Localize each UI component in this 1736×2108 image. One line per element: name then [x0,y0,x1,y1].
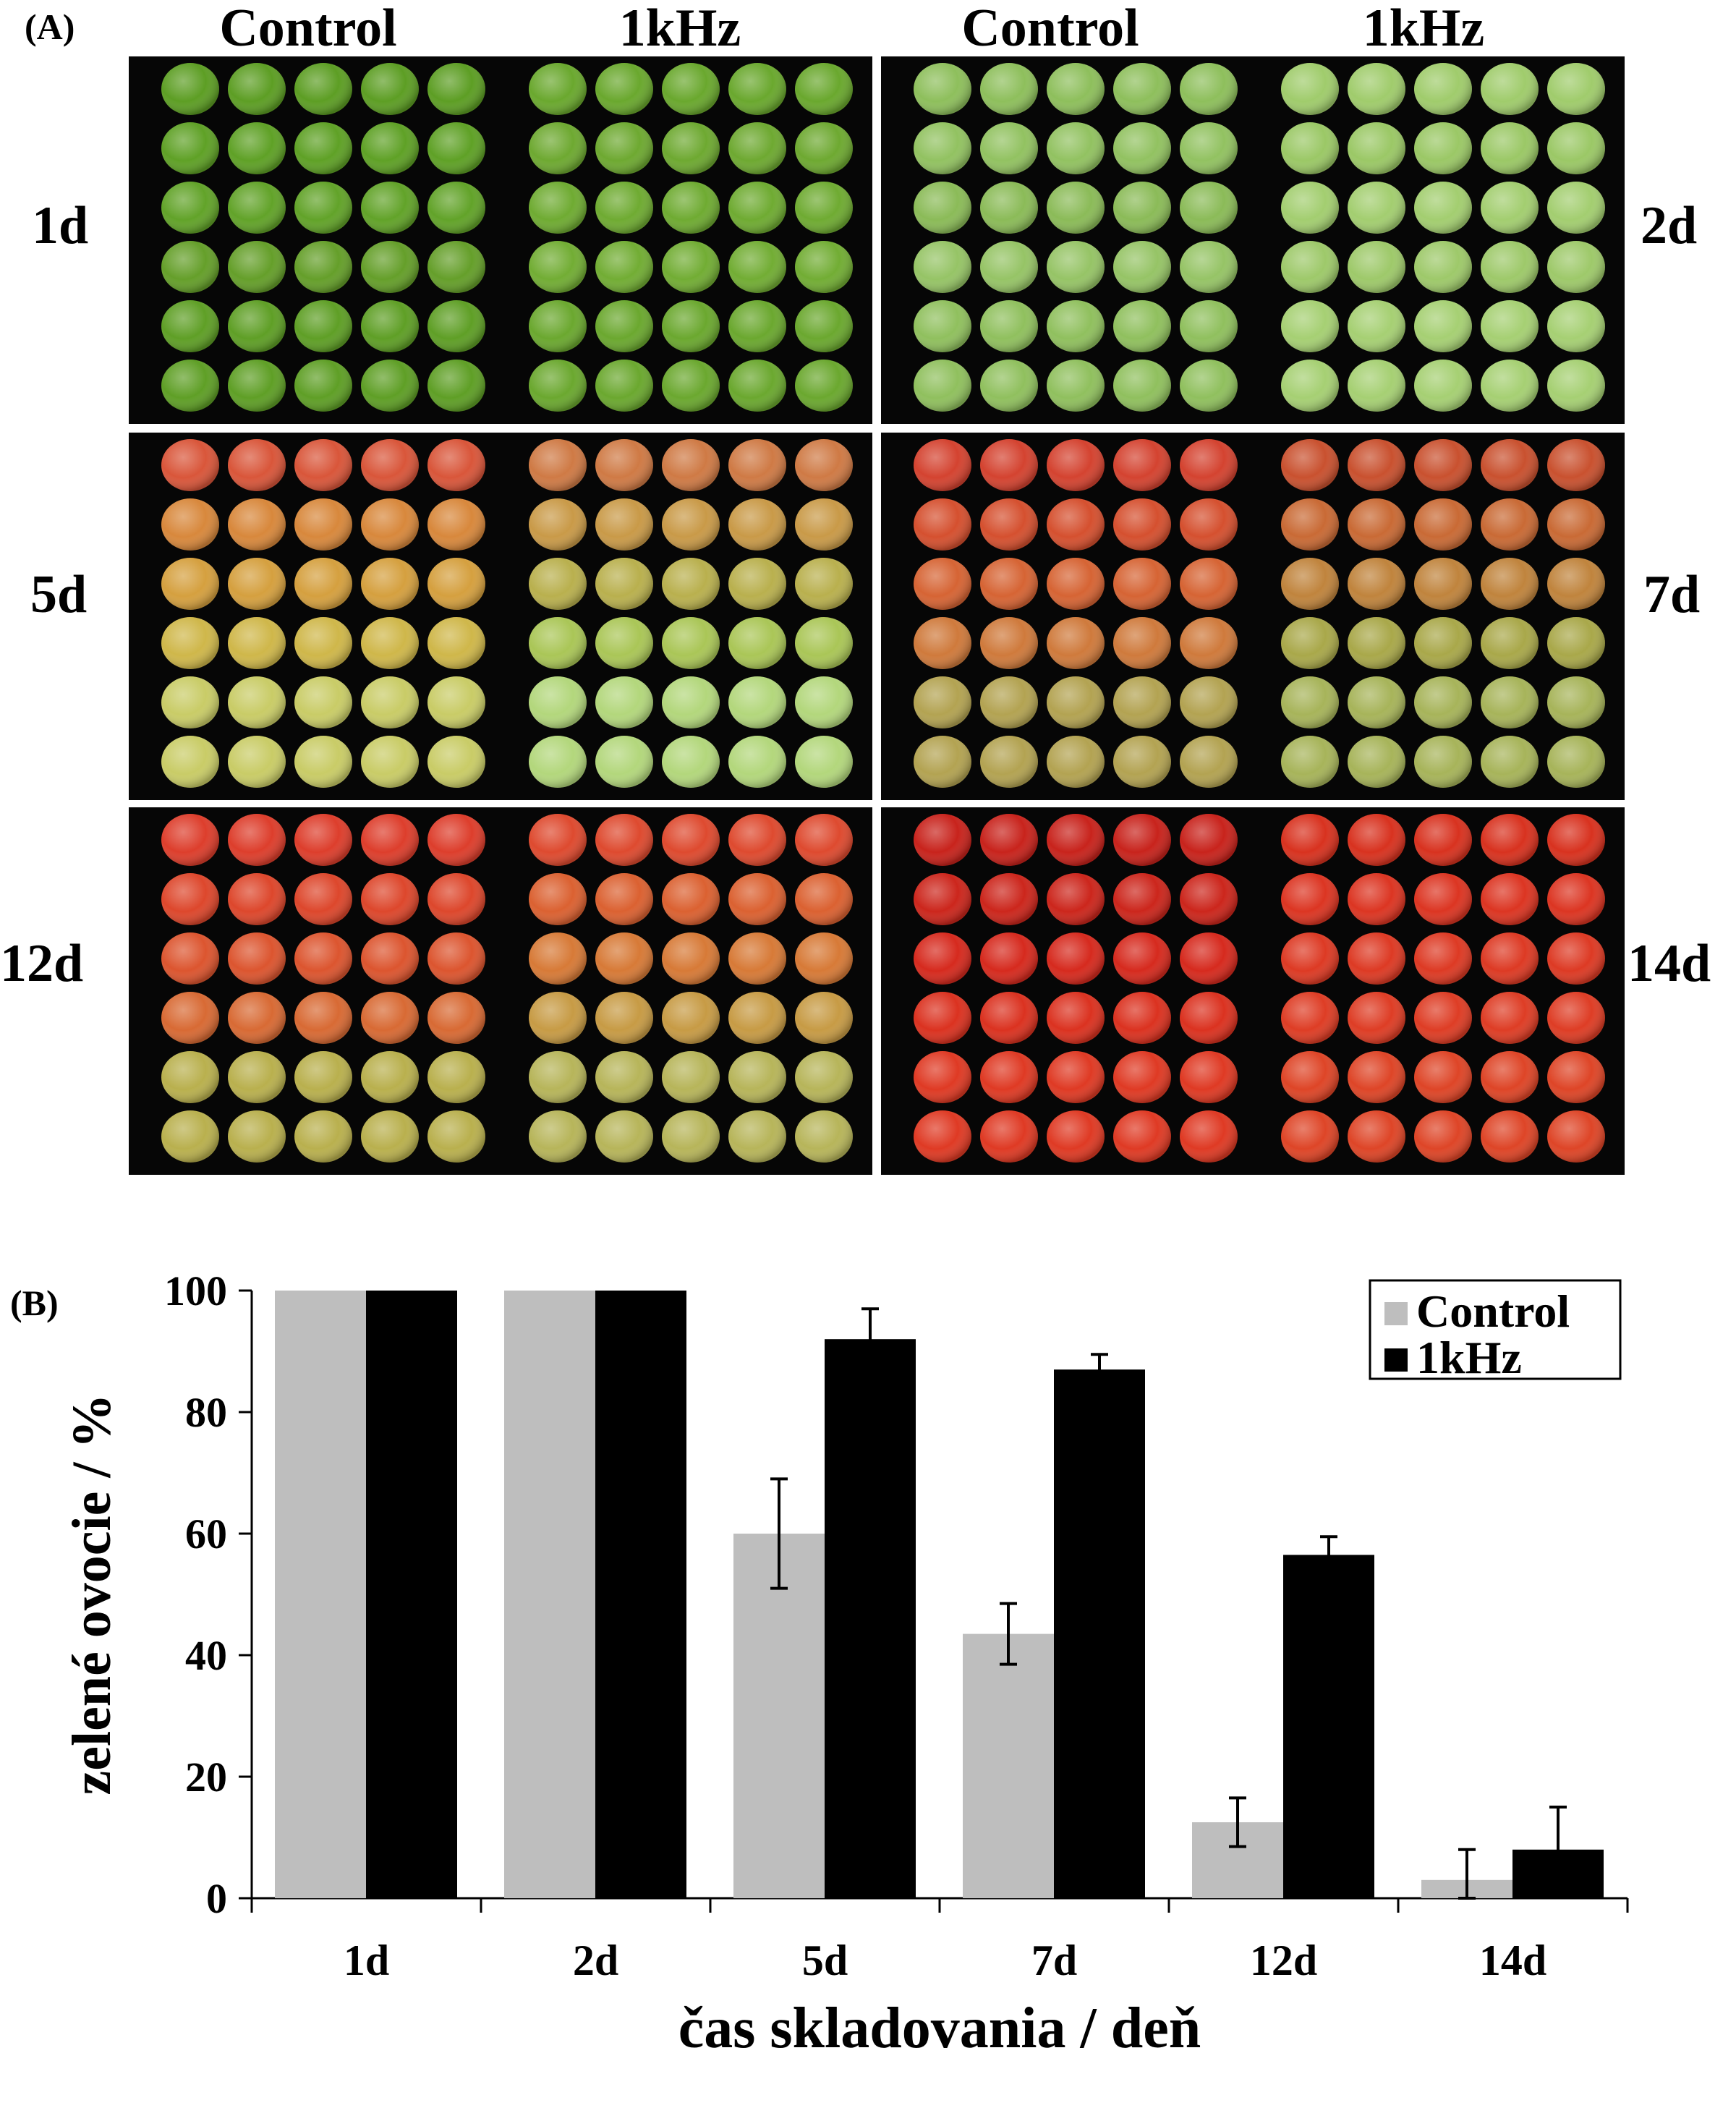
panel-b-label: (B) [10,1283,59,1323]
y-tick-label: 0 [206,1875,227,1922]
bar-1khz-1d [366,1291,457,1898]
bar-control-5d [733,1534,825,1898]
column-header-control-right: Control [961,0,1139,58]
x-tick-label: 14d [1479,1937,1546,1984]
bar-1khz-12d [1283,1555,1374,1898]
photo-day-12 [129,807,872,1175]
column-header-1khz-left: 1kHz [618,0,741,58]
photo-day-1 [129,56,872,424]
column-header-control-left: Control [219,0,397,58]
legend-swatch-control [1384,1302,1408,1325]
bar-control-1d [275,1291,366,1898]
day-label-1d: 1d [32,196,89,255]
x-tick-label: 5d [802,1937,848,1984]
column-header-1khz-right: 1kHz [1362,0,1485,58]
x-tick-label: 7d [1031,1937,1077,1984]
bar-1khz-7d [1054,1369,1145,1898]
y-tick-label: 100 [164,1267,227,1314]
bar-chart: 0 20 40 60 80 100 1d 2d 5d 7d 12d 14d čas skladovani… [61,1267,1629,2060]
bar-1khz-5d [825,1339,916,1898]
y-tick-label: 80 [185,1389,227,1436]
photo-day-7 [881,433,1625,800]
photo-day-14 [881,807,1625,1175]
bar-control-2d [504,1291,595,1898]
legend-box [1369,1279,1622,1380]
y-tick-label: 60 [185,1510,227,1557]
photo-day-2 [881,56,1625,424]
x-tick-label: 12d [1250,1937,1317,1984]
day-label-14d: 14d [1628,934,1711,993]
photo-day-5 [129,433,872,800]
x-axis-title: čas skladovania / deň [678,1997,1201,2060]
y-axis-title: zelené ovocie / % [61,1393,122,1795]
day-label-5d: 5d [30,565,88,624]
panel-a-label: (A) [25,7,75,47]
legend-label-1khz: 1kHz [1416,1332,1522,1383]
y-tick-label: 20 [185,1754,227,1801]
bar-control-7d [963,1633,1054,1898]
x-tick-label: 2d [573,1937,618,1984]
x-tick-label: 1d [344,1937,389,1984]
day-label-7d: 7d [1643,565,1701,624]
day-label-12d: 12d [0,934,84,993]
day-label-2d: 2d [1641,196,1698,255]
y-tick-label: 40 [185,1632,227,1679]
bar-1khz-2d [595,1291,686,1898]
legend-label-control: Control [1416,1285,1570,1337]
legend-swatch-1khz [1384,1348,1408,1372]
